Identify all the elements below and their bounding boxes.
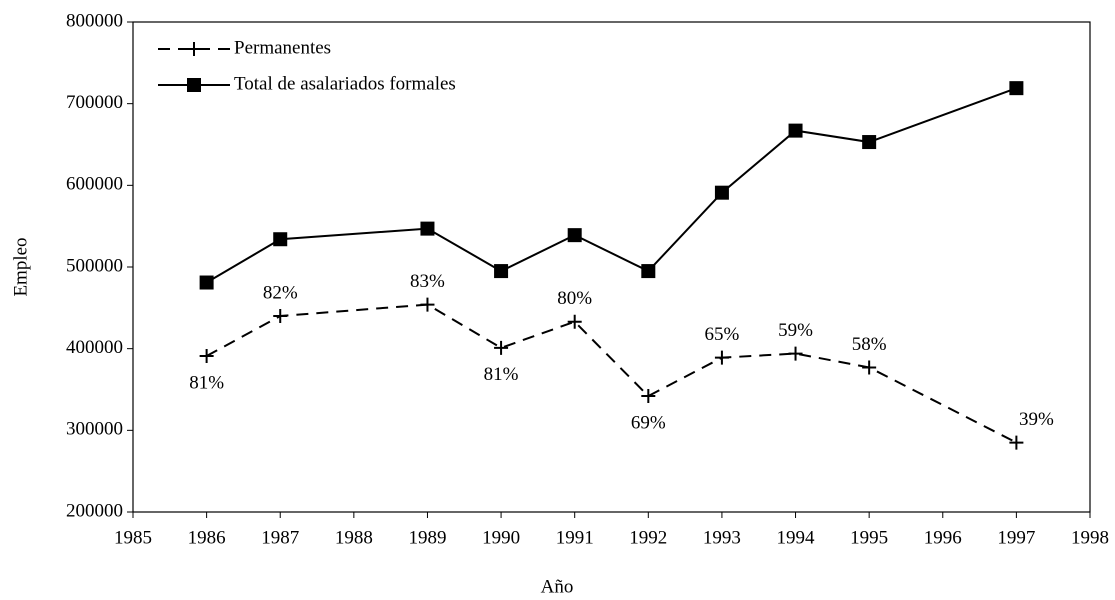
marker: [199, 349, 214, 364]
series-line: [206, 303, 1017, 444]
point-label: 81%: [484, 364, 519, 385]
y-axis-label: Empleo: [10, 237, 31, 296]
y-tick-label: 200000: [66, 500, 123, 521]
legend-marker: [187, 42, 201, 56]
x-tick-label: 1989: [408, 527, 446, 548]
marker: [273, 232, 288, 247]
point-label: 59%: [778, 320, 813, 341]
marker: [862, 135, 877, 150]
marker: [1009, 81, 1024, 96]
marker: [714, 350, 729, 365]
marker: [567, 314, 582, 329]
y-tick-label: 600000: [66, 174, 123, 195]
marker: [567, 228, 582, 243]
y-tick-label: 800000: [66, 10, 123, 31]
point-label: 81%: [189, 372, 224, 393]
x-tick-label: 1992: [629, 527, 667, 548]
point-label: 69%: [631, 412, 666, 433]
marker: [1009, 435, 1024, 450]
marker: [714, 185, 729, 200]
x-axis-label: Año: [541, 576, 574, 597]
x-tick-label: 1985: [114, 527, 152, 548]
x-tick-label: 1986: [188, 527, 226, 548]
x-tick-label: 1993: [703, 527, 741, 548]
marker: [862, 360, 877, 375]
x-tick-label: 1991: [556, 527, 594, 548]
marker: [273, 309, 288, 323]
marker: [788, 346, 803, 361]
legend-label: Total de asalariados formales: [234, 73, 456, 94]
marker: [199, 275, 214, 290]
x-tick-label: 1990: [482, 527, 520, 548]
marker: [788, 123, 803, 138]
y-tick-label: 500000: [66, 255, 123, 276]
marker: [420, 221, 435, 236]
y-tick-label: 700000: [66, 92, 123, 113]
x-tick-label: 1994: [777, 527, 816, 548]
x-tick-label: 1995: [850, 527, 888, 548]
legend-marker: [187, 78, 201, 92]
x-tick-label: 1987: [261, 527, 299, 548]
legend-label: Permanentes: [234, 37, 331, 58]
x-tick-label: 1996: [924, 527, 962, 548]
marker: [641, 264, 656, 279]
marker: [420, 297, 435, 312]
point-label: 80%: [557, 288, 592, 309]
series-line: [206, 87, 1017, 284]
x-tick-label: 1988: [335, 527, 373, 548]
marker: [494, 340, 509, 355]
point-label: 83%: [410, 271, 445, 292]
marker: [641, 389, 656, 404]
y-tick-label: 300000: [66, 419, 123, 440]
plot-frame: [132, 21, 1091, 513]
x-tick-label: 1998: [1071, 527, 1109, 548]
point-label: 58%: [852, 334, 887, 355]
marker: [494, 264, 509, 279]
point-label: 82%: [263, 282, 298, 303]
x-tick-label: 1997: [997, 527, 1035, 548]
point-label: 39%: [1019, 409, 1054, 430]
point-label: 65%: [705, 324, 740, 345]
y-tick-label: 400000: [66, 337, 123, 358]
